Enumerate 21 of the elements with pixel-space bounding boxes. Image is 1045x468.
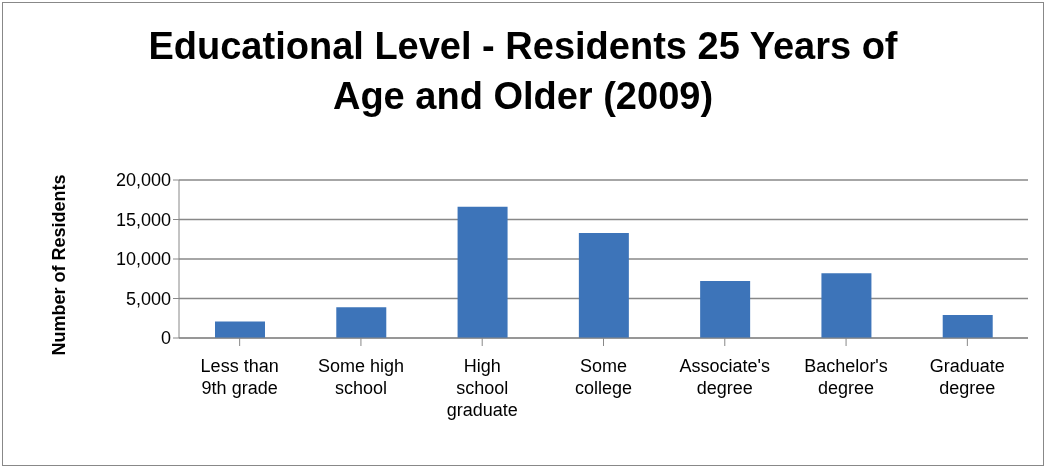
y-tick-label: 15,000 (115, 209, 171, 230)
x-tick-label: Bachelor's degree (804, 356, 888, 398)
bar (700, 281, 751, 338)
y-axis-title: Number of Residents (48, 174, 70, 356)
bar (942, 315, 993, 338)
bar (457, 206, 508, 338)
bar (215, 321, 265, 338)
x-tick-label: Some high school (317, 356, 404, 398)
bar (578, 232, 629, 338)
chart-title: Educational Level - Residents 25 Years of Age and Older (2009) (147, 24, 899, 119)
bar (821, 273, 872, 338)
bar (336, 307, 387, 338)
y-tick-label: 20,000 (115, 170, 171, 191)
y-tick-label: 10,000 (115, 249, 171, 270)
x-tick-label: High school graduate (446, 356, 518, 420)
x-tick-label: Less than 9th grade (200, 356, 279, 398)
y-tick-label: 0 (160, 328, 171, 349)
x-tick-label: Associate's degree (679, 356, 771, 398)
y-tick-label: 5,000 (125, 288, 171, 309)
x-tick-label: Graduate degree (929, 356, 1005, 398)
x-tick-label: Some college (574, 356, 633, 398)
